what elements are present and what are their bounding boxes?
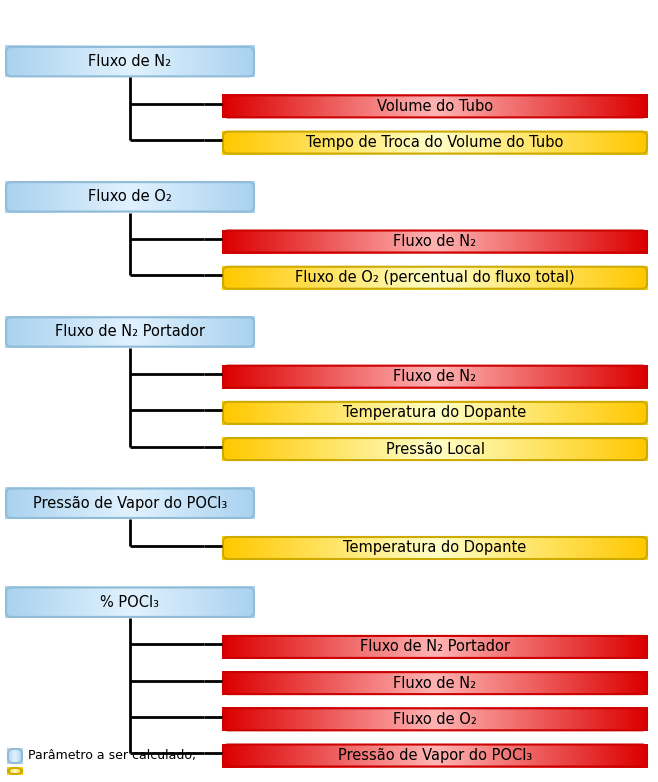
- Text: Fluxo de N₂: Fluxo de N₂: [393, 369, 476, 384]
- Text: Pressão de Vapor do POCl₃: Pressão de Vapor do POCl₃: [338, 748, 532, 763]
- Text: Pressão de Vapor do POCl₃: Pressão de Vapor do POCl₃: [33, 496, 227, 511]
- Text: Fluxo de N₂: Fluxo de N₂: [88, 54, 172, 69]
- Text: Fluxo de O₂ (percentual do fluxo total): Fluxo de O₂ (percentual do fluxo total): [295, 271, 575, 285]
- Text: Volume do Tubo: Volume do Tubo: [377, 99, 493, 114]
- Text: Fluxo de O₂: Fluxo de O₂: [393, 712, 477, 726]
- Text: Fluxo de N₂: Fluxo de N₂: [393, 676, 476, 691]
- Text: Temperatura do Dopante: Temperatura do Dopante: [343, 405, 526, 421]
- Text: Fluxo de N₂: Fluxo de N₂: [393, 234, 476, 249]
- Text: Pressão Local: Pressão Local: [386, 442, 484, 457]
- Text: Tempo de Troca do Volume do Tubo: Tempo de Troca do Volume do Tubo: [307, 135, 564, 150]
- Text: Fluxo de N₂ Portador: Fluxo de N₂ Portador: [55, 325, 205, 339]
- Text: Parâmetro a ser calculado;: Parâmetro a ser calculado;: [28, 749, 196, 762]
- Text: % POCl₃: % POCl₃: [101, 595, 159, 610]
- Text: Temperatura do Dopante: Temperatura do Dopante: [343, 540, 526, 555]
- Text: Fluxo de N₂ Portador: Fluxo de N₂ Portador: [360, 640, 510, 655]
- Text: Fluxo de O₂: Fluxo de O₂: [88, 189, 172, 204]
